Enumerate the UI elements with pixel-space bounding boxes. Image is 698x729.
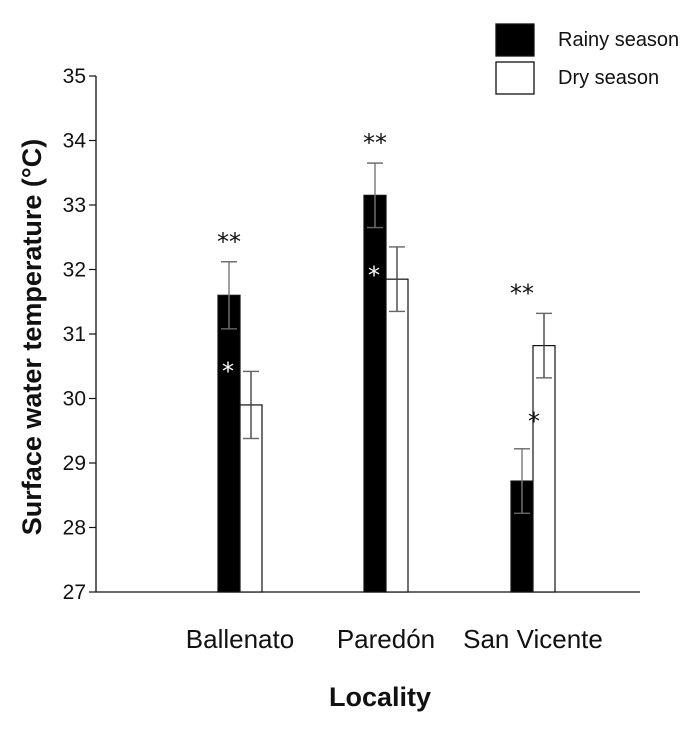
legend-label-rainy: Rainy season [558, 29, 679, 51]
x-category-label: San Vicente [463, 624, 603, 654]
significance-marker: * [368, 261, 380, 289]
annotations: ********* [217, 129, 540, 436]
y-tick-label: 28 [63, 517, 86, 540]
y-tick-label: 27 [63, 581, 86, 604]
rainy-season-bar [217, 294, 241, 593]
dry-season-bar [385, 278, 409, 593]
y-tick-label: 31 [63, 323, 86, 346]
significance-marker: ** [363, 129, 387, 157]
legend-label-dry: Dry season [558, 67, 659, 89]
significance-marker: ** [510, 279, 534, 307]
significance-marker: ** [217, 228, 241, 256]
bars [217, 162, 556, 593]
significance-marker: * [222, 357, 234, 385]
legend-swatch-dry [495, 61, 535, 95]
axes: 27 28 29 30 31 32 33 34 35 Ballenato Paredón San Vi… [63, 65, 640, 654]
y-tick-label: 32 [63, 259, 86, 282]
legend-swatch-rainy [495, 23, 535, 57]
y-tick-label: 33 [63, 194, 86, 217]
legend: Rainy season Dry season [495, 23, 679, 95]
x-axis-title: Locality [329, 682, 431, 712]
significance-marker: * [528, 408, 540, 436]
dry-season-bar [532, 345, 556, 593]
y-tick-label: 29 [63, 452, 86, 475]
x-category-label: Paredón [337, 624, 435, 654]
x-category-label: Ballenato [186, 624, 294, 654]
y-tick-label: 34 [63, 130, 87, 153]
y-tick-label: 30 [63, 388, 86, 411]
y-tick-label: 35 [63, 65, 86, 88]
rainy-season-bar [363, 194, 387, 593]
y-axis-title: Surface water temperature (°C) [17, 139, 47, 535]
